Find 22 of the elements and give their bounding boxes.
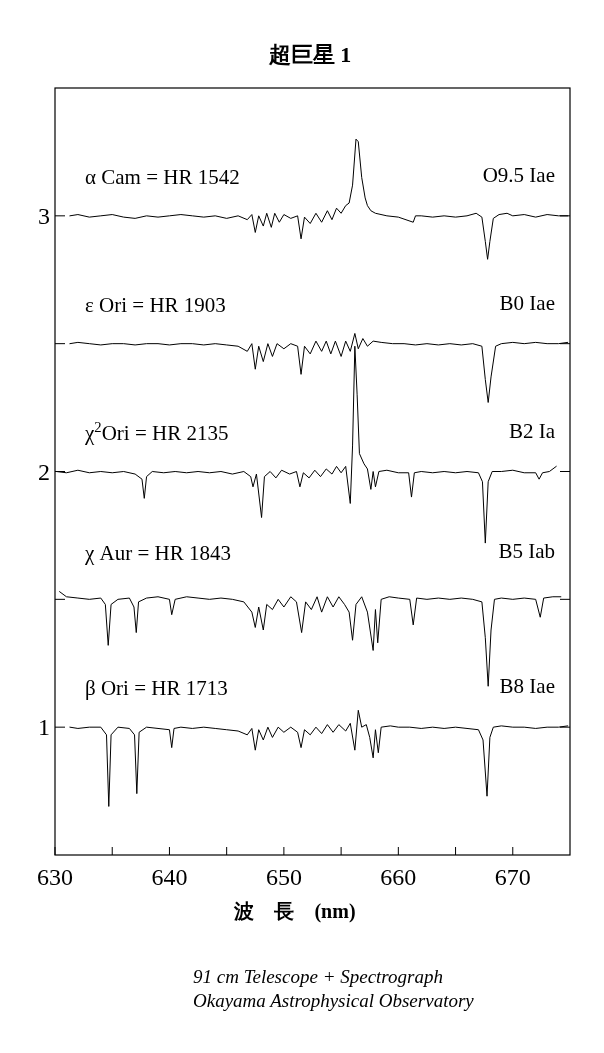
x-tick-label: 630 <box>37 864 73 890</box>
y-tick-label: 2 <box>38 458 50 485</box>
annotation: B0 Iae <box>499 290 555 315</box>
x-axis-title: 波 長 (nm) <box>233 900 356 923</box>
annotation: B5 Iab <box>498 538 555 563</box>
series-label: χ$^{2}$Ori = HR 2135 <box>84 418 229 445</box>
x-tick-label: 640 <box>151 864 188 890</box>
annotation: B2 Ia <box>508 418 556 443</box>
series-label: α Cam = HR 1542 <box>85 164 240 189</box>
text: 91 cm Telescope + Spectrograph <box>193 966 443 987</box>
chart-title: 超巨星 1 <box>267 42 352 67</box>
annotation: B8 Iae <box>499 674 555 699</box>
series-label: χ Aur = HR 1843 <box>84 540 231 565</box>
y-tick-label: 3 <box>38 202 50 229</box>
series-label: ε Ori = HR 1903 <box>85 292 226 317</box>
x-tick-label: 670 <box>494 864 531 890</box>
annotation: O9.5 Iae <box>482 162 555 187</box>
y-tick-label: 1 <box>38 714 50 741</box>
text: Okayama Astrophysical Observatory <box>193 990 475 1011</box>
x-tick-label: 660 <box>380 864 417 890</box>
series-label: β Ori = HR 1713 <box>85 676 228 701</box>
x-tick-label: 650 <box>265 864 302 890</box>
